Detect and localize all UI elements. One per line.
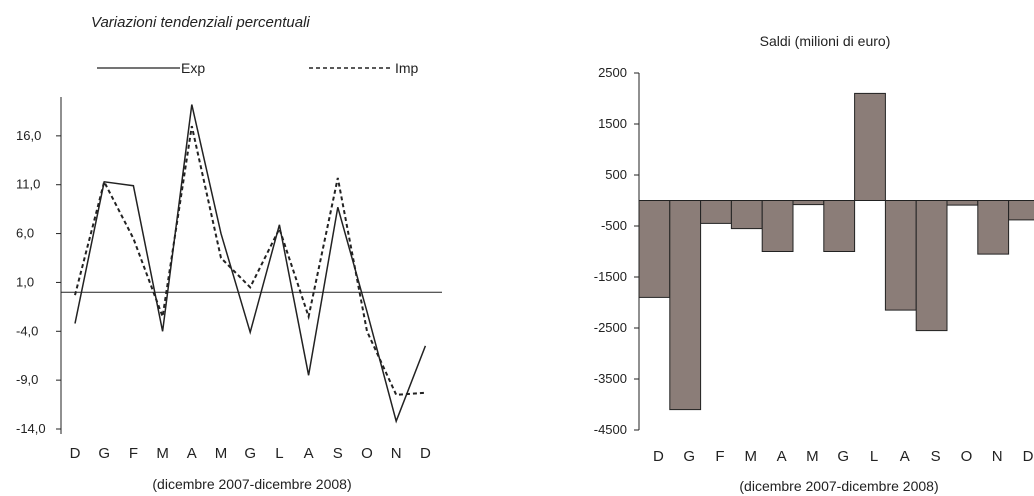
bar-10 [946,200,979,206]
bar-x-tick-1: G [683,448,695,465]
line-x-tick-6: G [244,445,256,462]
bar-x-tick-11: N [992,448,1003,465]
bar-x-tick-10: O [961,448,973,465]
line-y-tick-4-0: -4,0 [16,323,38,338]
legend-imp-label: Imp [395,60,419,76]
bar-y-tick-4500: -4500 [594,422,627,437]
bar-x-tick-6: G [837,448,849,465]
bar-x-tick-12: D [1023,448,1034,465]
bar-y-tick-1500: 1500 [598,116,627,131]
line-x-tick-1: G [98,445,110,462]
line-x-tick-0: D [70,445,81,462]
line-y-tick-14-0: -14,0 [16,421,46,436]
line-x-tick-10: O [361,445,373,462]
bar-x-tick-3: M [745,448,758,465]
line-chart-x-caption: (dicembre 2007-dicembre 2008) [152,476,351,492]
bar-y-tick-2500: 2500 [598,65,627,80]
line-y-tick-9-0: -9,0 [16,372,38,387]
bar-x-tick-9: S [931,448,941,465]
bar-chart-y-ticks: 2500 1500 500 -500 -1500 -2500 -3500 -4500 [594,65,639,437]
line-chart-title: Variazioni tendenziali percentuali [91,14,310,31]
bar-8 [884,200,917,311]
bar-9 [915,200,948,332]
bar-5 [792,200,825,206]
bar-chart-title: Saldi (milioni di euro) [760,33,891,49]
bar-0 [638,200,671,298]
line-x-tick-8: A [304,445,314,462]
bar-y-tick-2500: -2500 [594,320,627,335]
bar-3 [730,200,763,230]
line-y-tick-11-0: 11,0 [16,177,40,192]
bar-chart-bars [638,92,1034,411]
line-chart: Variazioni tendenziali percentuali Exp I… [16,14,442,492]
bar-chart: Saldi (milioni di euro) 2500 1500 500 -500 -… [594,33,1034,494]
bar-y-tick-1500: -1500 [594,269,627,284]
line-chart-legend: Exp Imp [97,60,419,76]
bar-2 [700,200,732,224]
bar-6 [823,200,856,252]
bar-4 [761,200,794,252]
bar-y-tick-500: 500 [605,167,627,182]
series-exp-line [74,104,427,424]
line-x-tick-7: L [275,445,283,462]
line-y-tick-1-0: 1,0 [16,274,34,289]
bar-7 [854,92,886,201]
bar-x-tick-0: D [653,448,664,465]
bar-12 [1008,200,1034,221]
line-x-tick-9: S [333,445,343,462]
legend-exp-label: Exp [181,60,205,76]
line-x-tick-4: A [187,445,197,462]
line-y-tick-6-0: 6,0 [16,226,34,241]
line-chart-y-ticks: 16,0 11,0 6,0 1,0 -4,0 -9,0 -14,0 [16,128,61,436]
bar-y-tick-500: -500 [601,218,627,233]
bar-1 [669,200,702,411]
bar-chart-x-caption: (dicembre 2007-dicembre 2008) [739,478,938,494]
line-x-tick-11: N [391,445,402,462]
bar-x-tick-8: A [900,448,910,465]
bar-x-tick-2: F [715,448,724,465]
line-x-tick-5: M [215,445,228,462]
bar-11 [977,200,1010,255]
line-x-tick-2: F [129,445,138,462]
line-x-tick-3: M [156,445,169,462]
bar-x-tick-4: A [777,448,787,465]
line-y-tick-16-0: 16,0 [16,128,41,143]
bar-y-tick-3500: -3500 [594,371,627,386]
bar-x-tick-7: L [870,448,878,465]
line-x-tick-12: D [420,445,431,462]
series-imp-line [74,125,426,396]
bar-x-tick-5: M [806,448,819,465]
